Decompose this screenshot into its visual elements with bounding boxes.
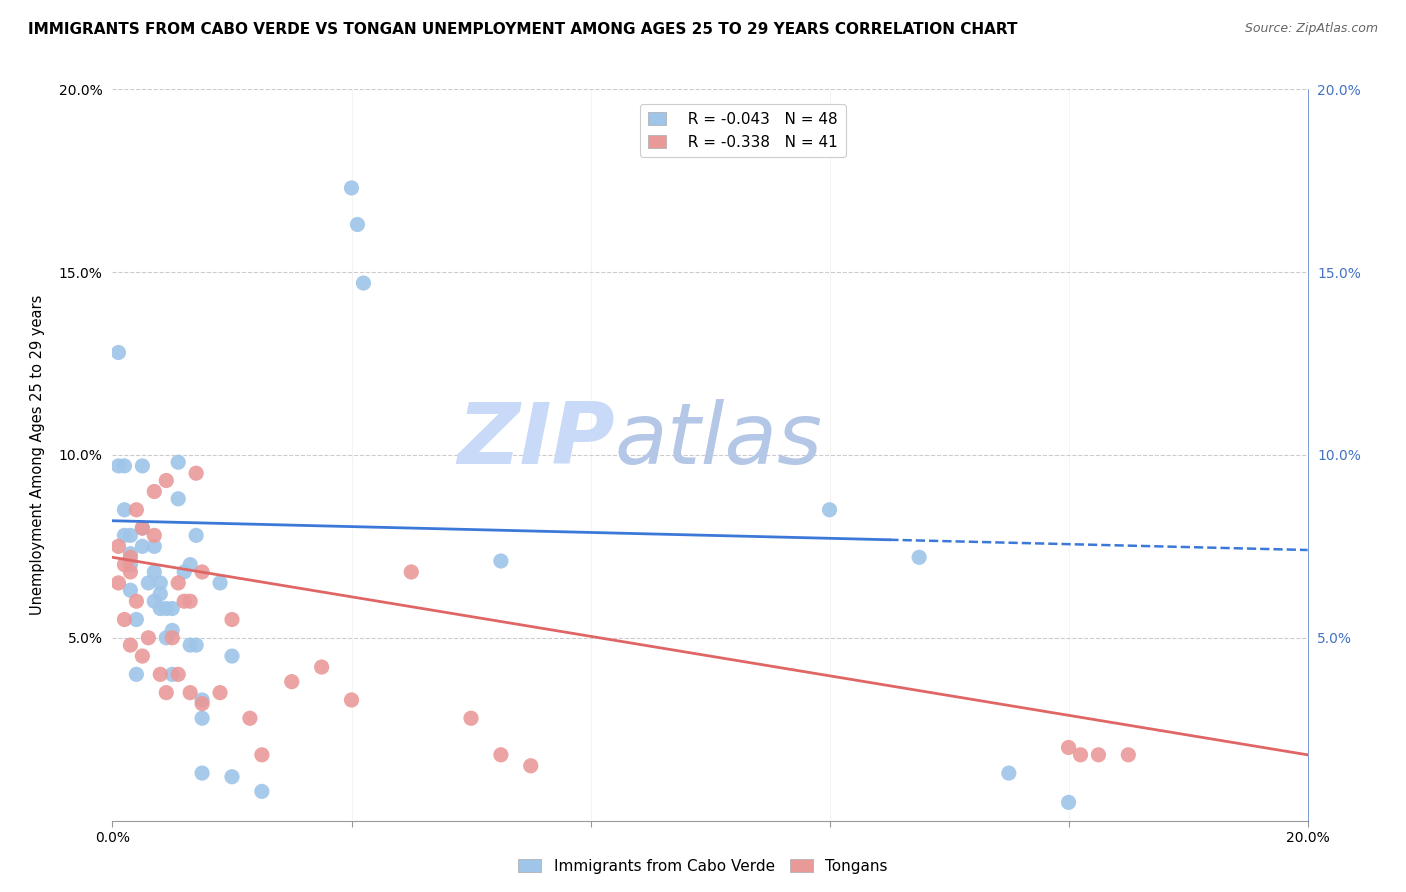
Point	[131, 649, 153, 664]
Point	[191, 766, 214, 780]
Point	[120, 565, 142, 579]
Point	[908, 550, 931, 565]
Point	[107, 576, 129, 591]
Point	[401, 565, 423, 579]
Point	[149, 601, 172, 615]
Point	[191, 697, 214, 711]
Point	[155, 631, 177, 645]
Point	[131, 539, 153, 553]
Point	[162, 624, 183, 638]
Point	[221, 613, 243, 627]
Legend: Immigrants from Cabo Verde, Tongans: Immigrants from Cabo Verde, Tongans	[512, 853, 894, 880]
Point	[162, 667, 183, 681]
Text: IMMIGRANTS FROM CABO VERDE VS TONGAN UNEMPLOYMENT AMONG AGES 25 TO 29 YEARS CORR: IMMIGRANTS FROM CABO VERDE VS TONGAN UNE…	[28, 22, 1018, 37]
Point	[149, 576, 172, 591]
Point	[281, 674, 304, 689]
Point	[186, 528, 208, 542]
Point	[221, 770, 243, 784]
Point	[120, 583, 142, 598]
Point	[191, 565, 214, 579]
Point	[143, 484, 166, 499]
Y-axis label: Unemployment Among Ages 25 to 29 years: Unemployment Among Ages 25 to 29 years	[30, 294, 45, 615]
Point	[179, 638, 201, 652]
Point	[131, 521, 153, 535]
Point	[191, 693, 214, 707]
Point	[149, 667, 172, 681]
Legend:   R = -0.043   N = 48,   R = -0.338   N = 41: R = -0.043 N = 48, R = -0.338 N = 41	[640, 104, 846, 157]
Text: Source: ZipAtlas.com: Source: ZipAtlas.com	[1244, 22, 1378, 36]
Point	[340, 693, 363, 707]
Point	[191, 711, 214, 725]
Point	[155, 601, 177, 615]
Point	[340, 181, 363, 195]
Point	[179, 686, 201, 700]
Point	[125, 503, 148, 517]
Point	[120, 638, 142, 652]
Text: ZIP: ZIP	[457, 399, 614, 482]
Point	[131, 521, 153, 535]
Point	[818, 503, 841, 517]
Point	[311, 660, 333, 674]
Point	[120, 558, 142, 572]
Point	[209, 686, 232, 700]
Point	[520, 758, 543, 772]
Point	[138, 631, 160, 645]
Point	[120, 528, 142, 542]
Point	[125, 613, 148, 627]
Point	[107, 458, 129, 473]
Point	[149, 587, 172, 601]
Point	[179, 558, 201, 572]
Point	[107, 345, 129, 359]
Point	[138, 576, 160, 591]
Point	[131, 458, 153, 473]
Point	[489, 554, 512, 568]
Point	[186, 638, 208, 652]
Point	[143, 565, 166, 579]
Point	[143, 528, 166, 542]
Point	[167, 491, 190, 506]
Point	[221, 649, 243, 664]
Point	[107, 539, 129, 553]
Point	[155, 686, 177, 700]
Point	[1070, 747, 1092, 762]
Point	[120, 547, 142, 561]
Point	[1118, 747, 1140, 762]
Point	[167, 455, 190, 469]
Point	[186, 466, 208, 480]
Point	[1057, 796, 1080, 810]
Point	[143, 594, 166, 608]
Point	[162, 601, 183, 615]
Point	[250, 747, 273, 762]
Point	[114, 558, 135, 572]
Point	[143, 539, 166, 553]
Point	[239, 711, 262, 725]
Point	[489, 747, 512, 762]
Point	[125, 594, 148, 608]
Point	[179, 594, 201, 608]
Point	[114, 528, 135, 542]
Point	[1057, 740, 1080, 755]
Point	[167, 667, 190, 681]
Point	[1087, 747, 1109, 762]
Point	[114, 503, 135, 517]
Point	[114, 613, 135, 627]
Point	[173, 594, 195, 608]
Point	[155, 474, 177, 488]
Point	[353, 276, 375, 290]
Point	[346, 218, 368, 232]
Point	[120, 550, 142, 565]
Point	[209, 576, 232, 591]
Point	[460, 711, 482, 725]
Point	[998, 766, 1021, 780]
Text: atlas: atlas	[614, 399, 823, 482]
Point	[173, 565, 195, 579]
Point	[167, 576, 190, 591]
Point	[250, 784, 273, 798]
Point	[114, 458, 135, 473]
Point	[125, 667, 148, 681]
Point	[162, 631, 183, 645]
